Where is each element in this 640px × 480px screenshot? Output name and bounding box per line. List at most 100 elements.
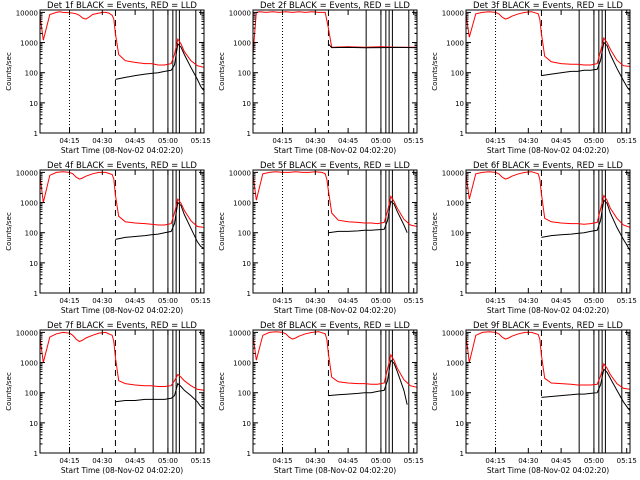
x-tick-label: 05:00 [584, 297, 604, 305]
x-tick-label: 04:30 [518, 137, 538, 145]
panel-title: Det 8f BLACK = Events, RED = LLD [260, 321, 410, 331]
y-tick-label: 1000 [446, 40, 464, 48]
x-tick-label: 05:15 [617, 457, 637, 465]
events-series-line [115, 382, 204, 409]
y-tick-label: 100 [25, 390, 38, 398]
x-tick-label: 04:45 [338, 457, 358, 465]
x-tick-label: 04:15 [59, 297, 79, 305]
y-tick-label: 1 [460, 450, 464, 458]
panel-title: Det 3f BLACK = Events, RED = LLD [473, 1, 623, 11]
lld-series-line [40, 331, 204, 391]
panel-title: Det 2f BLACK = Events, RED = LLD [260, 1, 410, 11]
time-markers [69, 330, 197, 453]
plot-frame [465, 9, 631, 134]
panel-title: Det 4f BLACK = Events, RED = LLD [47, 161, 197, 171]
x-tick-label: 04:15 [485, 137, 505, 145]
x-tick-label: 05:15 [404, 297, 424, 305]
x-tick-label: 05:15 [617, 297, 637, 305]
x-tick-label: 04:30 [518, 297, 538, 305]
x-tick-label: 04:30 [518, 457, 538, 465]
x-tick-label: 04:45 [125, 137, 145, 145]
events-series-line [115, 42, 204, 92]
time-markers [495, 170, 623, 293]
y-tick-label: 100 [451, 70, 464, 78]
y-tick-label: 10000 [16, 169, 38, 177]
x-tick-label: 05:00 [584, 457, 604, 465]
y-tick-label: 10 [29, 420, 38, 428]
x-tick-label: 04:45 [338, 297, 358, 305]
x-tick-label: 04:30 [92, 297, 112, 305]
x-tick-label: 04:30 [92, 137, 112, 145]
lld-series-line [253, 171, 417, 227]
x-tick-label: 04:45 [125, 297, 145, 305]
x-tick-label: 05:00 [371, 457, 391, 465]
x-tick-label: 05:00 [371, 297, 391, 305]
events-series-line [541, 199, 630, 252]
x-tick-label: 04:30 [305, 137, 325, 145]
x-tick-label: 05:00 [584, 137, 604, 145]
x-tick-label: 04:45 [551, 457, 571, 465]
y-axis-label: Counts/sec [5, 212, 13, 251]
y-tick-label: 1000 [446, 360, 464, 368]
y-tick-label: 10 [242, 100, 251, 108]
x-tick-label: 04:45 [551, 297, 571, 305]
detector-panel-8: Det 8f BLACK = Events, RED = LLD 1 10 100 10… [218, 321, 424, 475]
y-tick-label: 1 [34, 290, 38, 298]
x-tick-label: 05:15 [617, 137, 637, 145]
x-tick-label: 04:30 [305, 457, 325, 465]
detector-panel-3: Det 3f BLACK = Events, RED = LLD 1 10 100 10… [431, 1, 637, 155]
plot-frame [39, 329, 205, 454]
time-markers [282, 330, 410, 453]
plot-frame [465, 329, 631, 454]
y-tick-label: 10000 [229, 9, 251, 17]
y-tick-label: 1000 [233, 40, 251, 48]
y-tick-label: 10000 [442, 9, 464, 17]
y-tick-label: 10 [242, 420, 251, 428]
x-tick-label: 05:15 [191, 457, 211, 465]
x-axis-label: Start Time (08-Nov-02 04:02:20) [61, 146, 183, 155]
y-tick-label: 100 [238, 230, 251, 238]
y-tick-label: 100 [238, 390, 251, 398]
x-tick-label: 05:00 [158, 457, 178, 465]
y-tick-label: 100 [451, 230, 464, 238]
x-tick-label: 04:30 [305, 297, 325, 305]
panel-title: Det 5f BLACK = Events, RED = LLD [260, 161, 410, 171]
events-series-line [541, 368, 630, 412]
y-axis-label: Counts/sec [218, 212, 226, 251]
x-axis-label: Start Time (08-Nov-02 04:02:20) [61, 466, 183, 475]
x-axis-label: Start Time (08-Nov-02 04:02:20) [487, 466, 609, 475]
panel-title: Det 6f BLACK = Events, RED = LLD [473, 161, 623, 171]
panel-title: Det 7f BLACK = Events, RED = LLD [47, 321, 197, 331]
plot-frame [252, 9, 418, 134]
y-axis-label: Counts/sec [5, 372, 13, 411]
y-tick-label: 10 [29, 260, 38, 268]
detector-panel-4: Det 4f BLACK = Events, RED = LLD 1 10 100 10… [5, 161, 211, 315]
y-tick-label: 1 [460, 290, 464, 298]
y-axis-label: Counts/sec [431, 212, 439, 251]
x-tick-label: 05:15 [404, 137, 424, 145]
x-axis-label: Start Time (08-Nov-02 04:02:20) [274, 466, 396, 475]
y-tick-label: 10000 [229, 169, 251, 177]
y-tick-label: 1000 [233, 360, 251, 368]
y-axis-label: Counts/sec [5, 52, 13, 91]
x-tick-label: 05:15 [404, 457, 424, 465]
x-tick-label: 05:15 [191, 297, 211, 305]
time-markers [495, 10, 623, 133]
x-tick-label: 04:15 [485, 297, 505, 305]
plot-frame [39, 9, 205, 134]
lld-series-line [40, 171, 204, 228]
detector-panel-5: Det 5f BLACK = Events, RED = LLD 1 10 100 10… [218, 161, 424, 315]
x-tick-label: 04:30 [92, 457, 112, 465]
y-tick-label: 10000 [442, 329, 464, 337]
x-tick-label: 05:00 [158, 137, 178, 145]
y-tick-label: 1000 [233, 200, 251, 208]
y-tick-label: 1000 [20, 40, 38, 48]
detector-panel-1: Det 1f BLACK = Events, RED = LLD 1 10 100 10… [5, 1, 211, 155]
y-tick-label: 10000 [16, 9, 38, 17]
x-tick-label: 04:15 [59, 457, 79, 465]
y-tick-label: 100 [25, 230, 38, 238]
x-tick-label: 04:15 [272, 297, 292, 305]
x-tick-label: 04:15 [59, 137, 79, 145]
x-axis-label: Start Time (08-Nov-02 04:02:20) [274, 146, 396, 155]
y-tick-label: 100 [451, 390, 464, 398]
